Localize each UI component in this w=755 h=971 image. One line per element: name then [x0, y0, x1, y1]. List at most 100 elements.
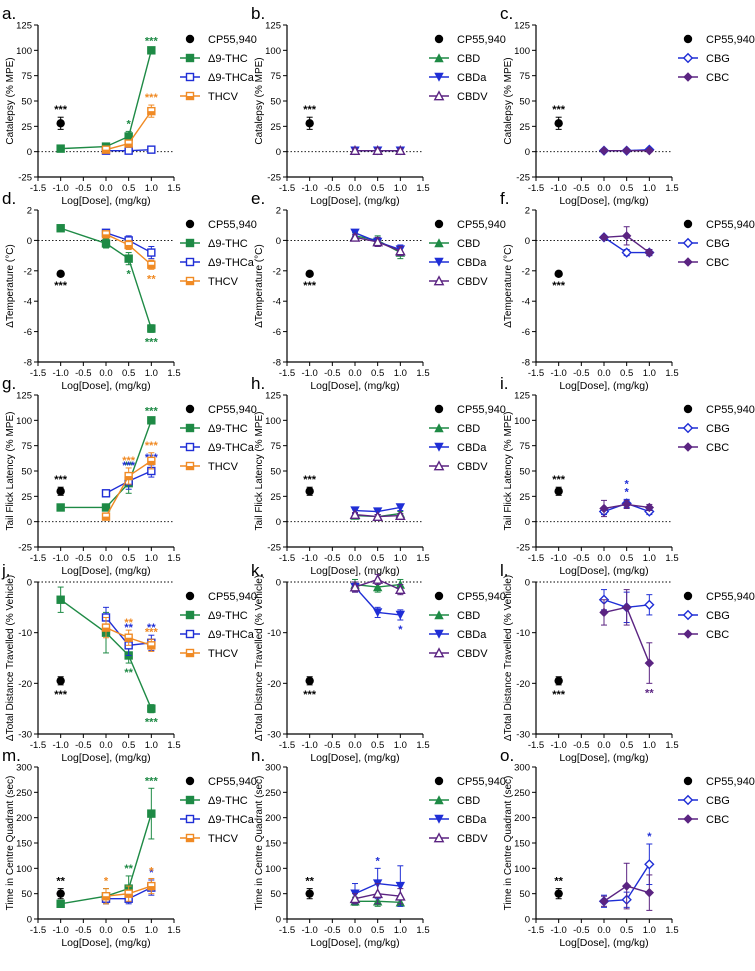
y-axis-label: Tail Flick Latency (% MPE) [503, 412, 514, 531]
legend-label: CBDV [457, 91, 488, 103]
legend-label: Δ9-THCa [208, 629, 255, 641]
y-tick-label: -10 [18, 628, 32, 639]
legend-label: CBDa [457, 629, 487, 641]
y-tick-label: 25 [21, 492, 32, 503]
legend-entry: CP55,940 [434, 404, 506, 416]
x-tick-label: 1.0 [643, 925, 656, 936]
legend-label: CBDV [457, 648, 488, 660]
y-tick-label: -6 [273, 327, 281, 338]
y-tick-label: -30 [516, 730, 530, 741]
series-CP55,940: *** [54, 269, 68, 292]
data-point [394, 144, 406, 156]
series-CBC [599, 226, 655, 258]
y-tick-label: -25 [516, 173, 530, 184]
x-tick-label: -0.5 [75, 183, 91, 194]
x-tick-label: -1.0 [550, 740, 566, 751]
significance-label: ** [147, 622, 156, 634]
x-axis-label: Log[Dose], (mg/kg) [559, 380, 648, 392]
y-tick-label: -20 [516, 679, 530, 690]
data-point [372, 887, 384, 899]
x-tick-label: -1.0 [301, 368, 317, 379]
y-tick-label: 250 [16, 788, 32, 799]
panel-label: a. [2, 4, 16, 23]
y-tick-label: 125 [265, 21, 281, 32]
legend-entry: CP55,940 [434, 219, 506, 231]
legend-label: CP55,940 [457, 34, 506, 46]
y-axis-label: Tail Flick Latency (% MPE) [5, 412, 16, 531]
x-tick-label: 0.0 [597, 553, 610, 564]
y-tick-label: 0 [276, 578, 281, 589]
legend-marker [683, 404, 693, 414]
x-tick-label: 0.0 [99, 740, 112, 751]
legend-marker [434, 219, 444, 229]
panel-label: b. [251, 4, 265, 23]
data-point [101, 503, 111, 512]
significance-label: *** [54, 280, 68, 292]
series-THCV: ***** [101, 616, 158, 652]
y-tick-label: 100 [16, 46, 32, 57]
legend-label: CP55,940 [457, 591, 506, 603]
data-point [305, 889, 314, 898]
data-point [124, 146, 133, 155]
y-tick-label: 0 [525, 517, 530, 528]
significance-label: * [625, 486, 630, 498]
significance-label: ** [124, 460, 133, 472]
data-point [349, 581, 361, 592]
data-point [621, 881, 632, 891]
legend-marker-fill [186, 466, 194, 470]
legend-label: CP55,940 [208, 591, 257, 603]
y-tick-label: 50 [519, 467, 530, 478]
significance-label: *** [552, 280, 566, 292]
data-point [599, 896, 609, 906]
x-tick-label: -0.5 [573, 368, 589, 379]
x-axis-label: Log[Dose], (mg/kg) [310, 565, 399, 577]
legend-entry: THCV [180, 276, 239, 288]
legend-entry: CBDa [429, 257, 487, 269]
legend-marker [434, 442, 444, 452]
data-point [621, 499, 632, 510]
legend-marker [683, 257, 693, 267]
chart-panel-o: o. 0 50 100 150 200 250 300 -1.5 -1.0 -0.5 0.0 0.5 1.… [500, 746, 755, 949]
x-tick-label: 1.5 [167, 553, 180, 564]
series-THCV: ** [101, 230, 156, 285]
x-tick-label: 1.5 [167, 183, 180, 194]
x-tick-label: -1.5 [30, 183, 46, 194]
y-tick-label: 100 [16, 864, 32, 875]
x-tick-label: -1.0 [52, 183, 68, 194]
legend-label: CBG [706, 53, 730, 65]
legend-entry: THCV [180, 833, 239, 845]
data-point-fill [102, 516, 110, 521]
x-tick-label: 0.0 [99, 183, 112, 194]
legend-entry: CP55,940 [185, 776, 257, 788]
legend-entry: CBDa [429, 72, 487, 84]
legend-entry: Δ9-THCa [180, 629, 255, 641]
chart-panel-k: k. -30 -20 -10 0 -1.5 -1.0 -0.5 0.0 0.5 1.0 1.5 Log[… [251, 561, 506, 764]
significance-label: ** [645, 687, 654, 699]
legend-entry: CBD [429, 238, 480, 250]
y-tick-label: 300 [265, 763, 281, 774]
x-tick-label: -1.0 [52, 740, 68, 751]
panel-label: d. [2, 189, 16, 208]
significance-label: * [625, 478, 630, 490]
data-point [349, 508, 361, 519]
data-point [349, 231, 361, 242]
y-tick-label: 125 [16, 391, 32, 402]
x-tick-label: 0.5 [122, 925, 135, 936]
legend-marker [433, 275, 445, 286]
y-axis-label: Tail Flick Latency (% MPE) [254, 412, 265, 531]
x-tick-label: -1.5 [279, 925, 295, 936]
legend-label: Δ9-THC [208, 610, 248, 622]
panel-label: o. [500, 746, 514, 765]
legend-entry: CBDV [429, 647, 488, 660]
y-tick-label: 125 [265, 391, 281, 402]
legend-entry: CBC [678, 72, 729, 84]
y-tick-label: 25 [519, 492, 530, 503]
data-point [621, 231, 632, 241]
series-CP55,940: *** [303, 474, 317, 496]
x-axis-label: Log[Dose], (mg/kg) [310, 752, 399, 764]
x-tick-label: -1.5 [279, 368, 295, 379]
significance-label: *** [54, 474, 68, 486]
x-tick-label: -0.5 [324, 925, 340, 936]
data-point [56, 269, 65, 279]
x-tick-label: 1.0 [394, 925, 407, 936]
